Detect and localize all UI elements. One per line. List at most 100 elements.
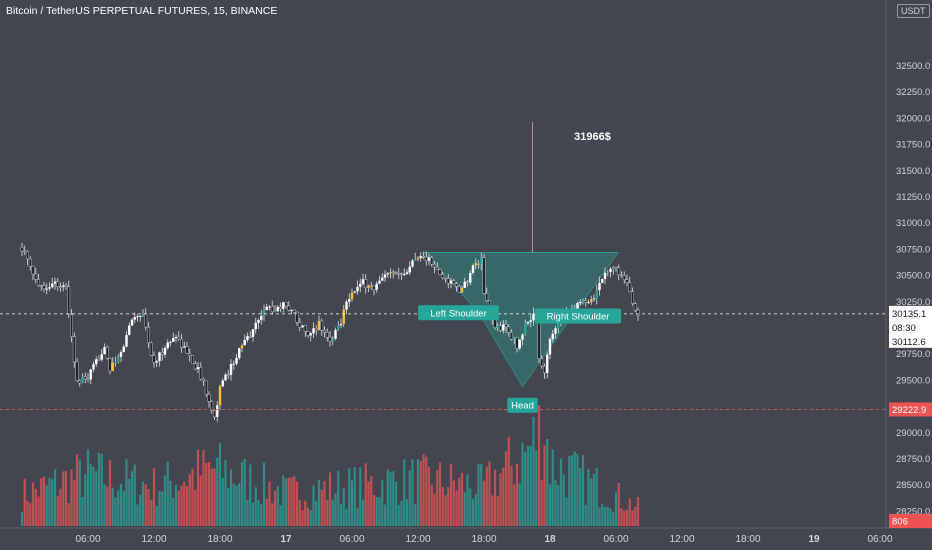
candle-body[interactable] bbox=[45, 288, 48, 290]
candle-body[interactable] bbox=[502, 324, 505, 331]
candle-body[interactable] bbox=[89, 369, 92, 380]
candle-body[interactable] bbox=[334, 329, 337, 339]
candle-body[interactable] bbox=[348, 299, 351, 302]
candle-body[interactable] bbox=[633, 303, 637, 311]
candle-body[interactable] bbox=[540, 358, 544, 367]
candle-body[interactable] bbox=[339, 324, 343, 326]
candle-body[interactable] bbox=[248, 336, 252, 338]
candle-body[interactable] bbox=[435, 266, 439, 270]
candle-body[interactable] bbox=[81, 376, 84, 384]
candle-body[interactable] bbox=[243, 339, 246, 346]
candle-body[interactable] bbox=[455, 283, 458, 287]
candle-body[interactable] bbox=[191, 355, 194, 364]
candle-body[interactable] bbox=[364, 279, 368, 288]
candle-body[interactable] bbox=[262, 310, 266, 316]
candle-body[interactable] bbox=[216, 405, 219, 417]
candle-body[interactable] bbox=[554, 328, 557, 334]
candle-body[interactable] bbox=[397, 273, 401, 275]
candle-body[interactable] bbox=[515, 337, 519, 349]
candle-body[interactable] bbox=[323, 329, 326, 333]
candle-body[interactable] bbox=[155, 361, 158, 363]
candle-body[interactable] bbox=[213, 410, 216, 418]
candle-body[interactable] bbox=[86, 378, 90, 381]
candle-body[interactable] bbox=[507, 326, 511, 333]
candle-body[interactable] bbox=[518, 339, 521, 349]
candle-body[interactable] bbox=[130, 319, 134, 326]
candle-body[interactable] bbox=[400, 273, 403, 275]
candle-body[interactable] bbox=[70, 314, 73, 337]
candle-body[interactable] bbox=[279, 306, 282, 309]
candle-body[interactable] bbox=[37, 279, 40, 286]
candle-body[interactable] bbox=[103, 347, 106, 355]
candle-body[interactable] bbox=[427, 257, 431, 261]
candle-body[interactable] bbox=[309, 333, 312, 336]
candle-body[interactable] bbox=[139, 315, 142, 317]
candle-body[interactable] bbox=[636, 309, 640, 316]
left-shoulder-label-box[interactable] bbox=[418, 305, 499, 321]
candle-body[interactable] bbox=[403, 273, 406, 275]
candle-body[interactable] bbox=[620, 274, 623, 277]
candle-body[interactable] bbox=[122, 346, 125, 353]
candle-body[interactable] bbox=[75, 361, 79, 381]
candle-body[interactable] bbox=[359, 283, 362, 287]
candle-body[interactable] bbox=[172, 338, 175, 342]
candle-body[interactable] bbox=[166, 342, 169, 349]
candle-body[interactable] bbox=[546, 354, 549, 373]
candle-body[interactable] bbox=[356, 286, 359, 292]
candle-body[interactable] bbox=[625, 279, 629, 283]
candle-body[interactable] bbox=[105, 346, 109, 359]
candle-body[interactable] bbox=[133, 317, 136, 320]
candle-body[interactable] bbox=[141, 313, 145, 316]
candle-body[interactable] bbox=[180, 338, 183, 348]
candle-body[interactable] bbox=[158, 352, 161, 362]
candle-body[interactable] bbox=[42, 285, 46, 290]
candle-body[interactable] bbox=[97, 359, 101, 361]
candle-body[interactable] bbox=[246, 336, 249, 340]
current-price-badge-bg[interactable] bbox=[889, 305, 932, 348]
candle-body[interactable] bbox=[48, 287, 51, 289]
candle-body[interactable] bbox=[202, 378, 205, 382]
candle-body[interactable] bbox=[238, 348, 241, 358]
candle-body[interactable] bbox=[117, 356, 120, 363]
candle-body[interactable] bbox=[441, 274, 445, 279]
candle-body[interactable] bbox=[524, 323, 527, 335]
candle-body[interactable] bbox=[474, 263, 477, 266]
candle-body[interactable] bbox=[199, 366, 203, 380]
candle-body[interactable] bbox=[39, 285, 43, 287]
candle-body[interactable] bbox=[306, 331, 310, 336]
candle-body[interactable] bbox=[292, 309, 296, 313]
candle-body[interactable] bbox=[144, 313, 148, 328]
candle-body[interactable] bbox=[64, 285, 68, 288]
candle-body[interactable] bbox=[485, 293, 489, 301]
candle-body[interactable] bbox=[108, 358, 112, 372]
candle-body[interactable] bbox=[394, 272, 398, 274]
candle-body[interactable] bbox=[251, 329, 255, 337]
candle-body[interactable] bbox=[482, 257, 486, 294]
candle-body[interactable] bbox=[510, 332, 513, 340]
head-label-box[interactable] bbox=[507, 397, 538, 413]
candle-body[interactable] bbox=[23, 250, 27, 253]
candle-body[interactable] bbox=[298, 321, 302, 328]
candle-body[interactable] bbox=[419, 256, 422, 259]
candle-body[interactable] bbox=[581, 300, 585, 302]
candle-body[interactable] bbox=[383, 274, 387, 278]
candle-body[interactable] bbox=[152, 355, 156, 363]
candle-body[interactable] bbox=[95, 359, 98, 365]
candle-body[interactable] bbox=[232, 363, 235, 365]
candle-body[interactable] bbox=[466, 281, 469, 283]
candle-body[interactable] bbox=[224, 374, 227, 381]
candle-body[interactable] bbox=[100, 354, 103, 360]
candle-body[interactable] bbox=[287, 305, 291, 311]
candle-body[interactable] bbox=[136, 316, 139, 318]
candle-body[interactable] bbox=[603, 272, 607, 280]
candle-body[interactable] bbox=[391, 271, 395, 274]
candle-body[interactable] bbox=[317, 320, 321, 331]
candle-body[interactable] bbox=[414, 258, 417, 261]
candle-body[interactable] bbox=[381, 277, 384, 281]
candle-body[interactable] bbox=[188, 353, 192, 356]
candle-body[interactable] bbox=[229, 364, 233, 375]
candle-body[interactable] bbox=[328, 336, 332, 342]
candle-body[interactable] bbox=[405, 272, 409, 274]
candle-body[interactable] bbox=[268, 306, 271, 308]
